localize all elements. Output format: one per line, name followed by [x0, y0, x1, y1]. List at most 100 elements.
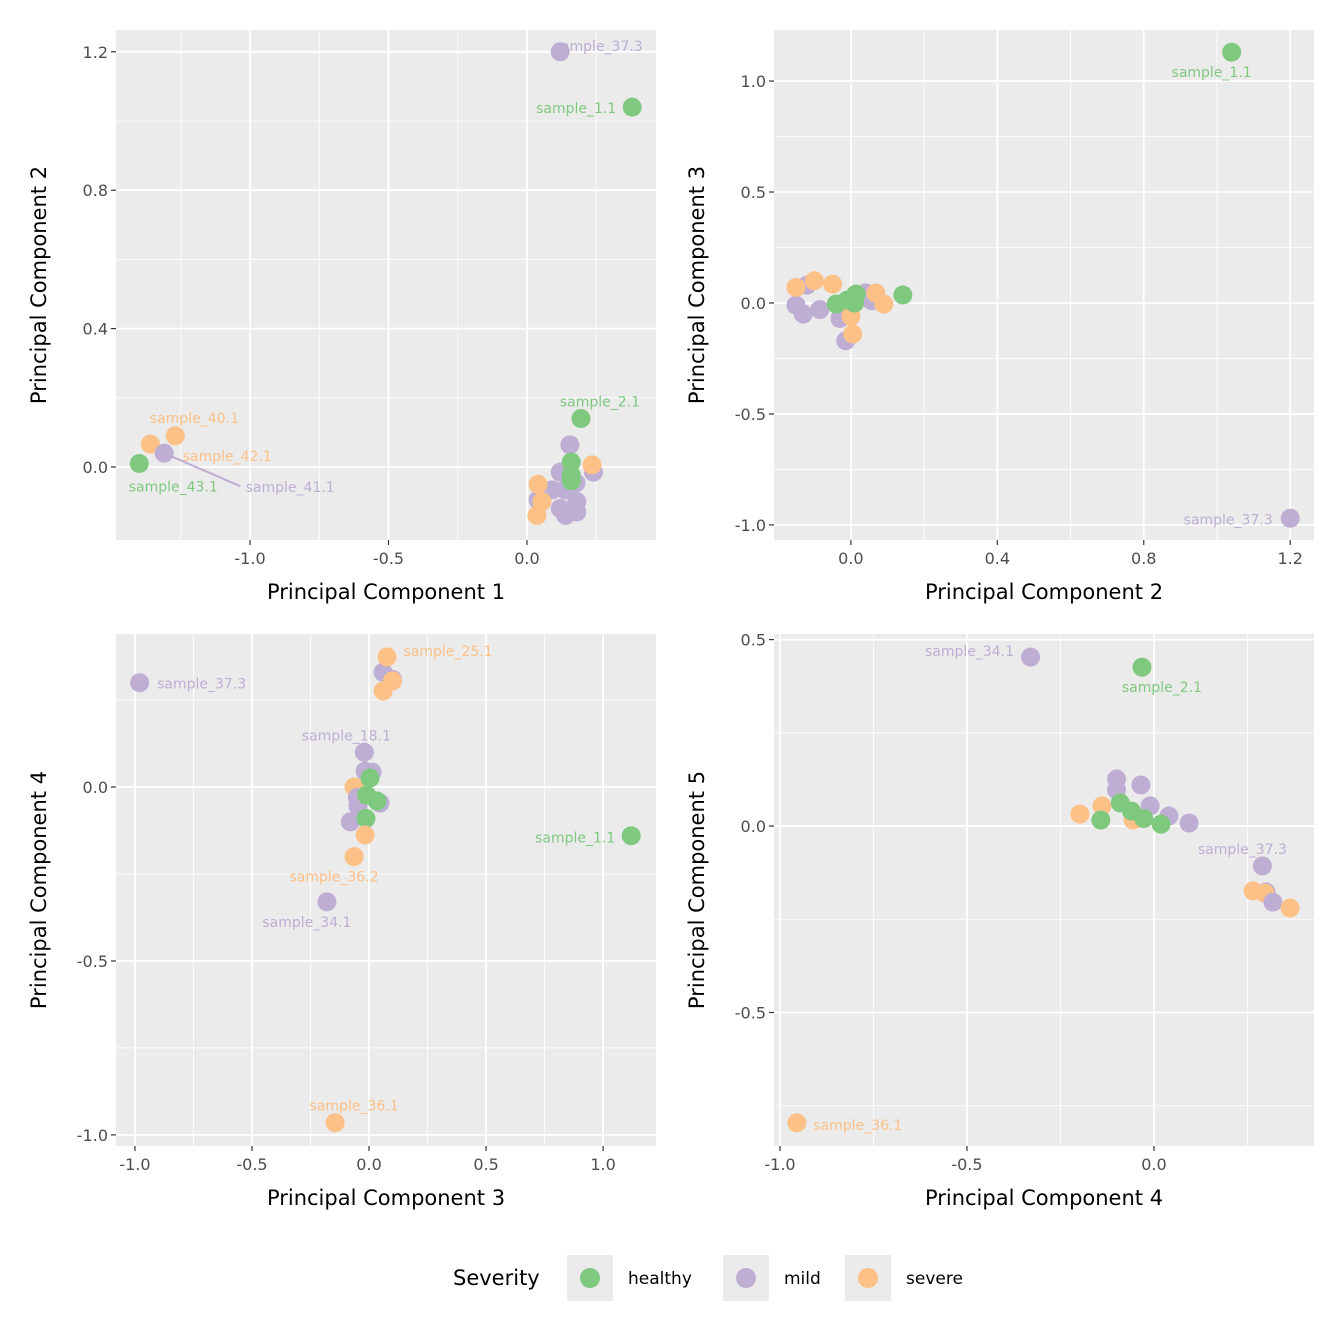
- panel-2: 0.0 0.4 0.8 1.2 -1.0 -0.5 0.0 0.5 1.0 Principal C…: [685, 30, 1314, 604]
- point-label: sample_43.1: [129, 480, 218, 496]
- point-healthy: [622, 97, 642, 117]
- point-label: sample_1.1: [535, 831, 615, 847]
- y-axis-title: Principal Component 5: [685, 771, 709, 1009]
- panel-background: [116, 634, 656, 1146]
- point-label: sample_34.1: [925, 644, 1014, 660]
- point-severe: [582, 455, 602, 475]
- point-mild: [1280, 508, 1300, 528]
- point-healthy: [1132, 657, 1152, 677]
- point-severe: [140, 434, 160, 454]
- y-axis-title: Principal Component 3: [685, 166, 709, 404]
- point-severe: [373, 681, 393, 701]
- point-label: sample_36.1: [310, 1099, 399, 1115]
- point-severe: [786, 277, 806, 297]
- point-healthy: [561, 471, 581, 491]
- point-healthy: [356, 808, 376, 828]
- point-mild: [810, 300, 830, 320]
- x-tick-label: -0.5: [951, 1155, 982, 1174]
- point-label: sample_42.1: [183, 449, 272, 465]
- x-tick-label: -0.5: [373, 549, 404, 568]
- y-tick-label: -0.5: [735, 405, 766, 424]
- point-label: sample_37.3: [1184, 512, 1273, 528]
- point-mild: [550, 42, 570, 62]
- point-label: sample_18.1: [302, 728, 391, 744]
- point-healthy: [367, 791, 387, 811]
- y-tick-label: 0.8: [83, 181, 108, 200]
- point-mild: [1263, 892, 1283, 912]
- label-leader-line: [163, 452, 241, 488]
- x-tick-label: 0.0: [1141, 1155, 1166, 1174]
- y-tick-label: 0.0: [83, 458, 108, 477]
- point-severe: [355, 825, 375, 845]
- point-healthy: [1222, 42, 1242, 62]
- point-severe: [823, 274, 843, 294]
- point-mild: [1252, 856, 1272, 876]
- point-label: sample_37.3: [157, 677, 246, 693]
- y-tick-label: 1.2: [83, 43, 108, 62]
- point-label: sample_37.3: [1198, 842, 1287, 858]
- y-tick-label: 0.5: [741, 631, 766, 650]
- legend-key-mild: [736, 1268, 756, 1288]
- legend-label-mild: mild: [784, 1269, 821, 1289]
- x-tick-label: 1.0: [590, 1155, 615, 1174]
- point-mild: [1179, 813, 1199, 833]
- point-label: sample_1.1: [536, 101, 616, 117]
- legend-label-healthy: healthy: [628, 1269, 692, 1289]
- panel-1: -1.0 -0.5 0.0 0.0 0.4 0.8 1.2 Principal Compone…: [27, 30, 656, 604]
- point-label: sample_2.1: [560, 395, 640, 411]
- point-severe: [1280, 898, 1300, 918]
- y-tick-label: -1.0: [735, 516, 766, 535]
- point-severe: [377, 647, 397, 667]
- point-mild: [793, 304, 813, 324]
- point-label: sample_36.2: [290, 870, 379, 886]
- x-tick-label: 0.0: [514, 549, 539, 568]
- point-healthy: [1151, 814, 1171, 834]
- point-label: sample_41.1: [246, 480, 335, 496]
- y-tick-label: -0.5: [735, 1003, 766, 1022]
- x-axis-title: Principal Component 2: [925, 580, 1163, 604]
- point-mild: [556, 505, 576, 525]
- point-healthy: [571, 409, 591, 429]
- panel-4: -1.0 -0.5 0.0 -0.5 0.0 0.5 Principal Component…: [685, 631, 1314, 1210]
- x-tick-label: -1.0: [234, 549, 265, 568]
- y-tick-label: 0.0: [741, 817, 766, 836]
- legend-title: Severity: [453, 1266, 540, 1290]
- panel-3: -1.0 -0.5 0.0 0.5 1.0 -1.0 -0.5 0.0 Principal Co…: [27, 634, 656, 1210]
- point-healthy: [1091, 810, 1111, 830]
- point-severe: [843, 324, 863, 344]
- point-severe: [787, 1113, 807, 1133]
- y-tick-label: 0.4: [83, 320, 108, 339]
- legend: Severity healthy mild severe: [453, 1255, 963, 1301]
- point-label: sample_34.1: [262, 915, 351, 931]
- x-tick-label: 0.0: [838, 549, 863, 568]
- x-tick-label: 0.4: [985, 549, 1010, 568]
- x-tick-label: -1.0: [119, 1155, 150, 1174]
- point-mild: [354, 742, 374, 762]
- x-axis-title: Principal Component 1: [267, 580, 505, 604]
- point-mild: [340, 812, 360, 832]
- point-severe: [344, 847, 364, 867]
- legend-key-severe: [858, 1268, 878, 1288]
- point-label: sample_25.1: [404, 644, 493, 660]
- x-axis-title: Principal Component 3: [267, 1186, 505, 1210]
- x-tick-label: 0.0: [356, 1155, 381, 1174]
- panel-background: [774, 634, 1314, 1146]
- point-severe: [874, 294, 894, 314]
- x-tick-label: 0.5: [473, 1155, 498, 1174]
- point-label: sample_40.1: [150, 411, 239, 427]
- point-severe: [804, 271, 824, 291]
- point-healthy: [1134, 809, 1154, 829]
- y-tick-label: 0.0: [83, 778, 108, 797]
- y-tick-label: 0.0: [741, 294, 766, 313]
- x-tick-label: 0.8: [1131, 549, 1156, 568]
- y-axis-title: Principal Component 2: [27, 166, 51, 404]
- point-healthy: [129, 454, 149, 474]
- legend-label-severe: severe: [906, 1269, 963, 1289]
- point-mild: [154, 443, 174, 463]
- y-axis-title: Principal Component 4: [27, 771, 51, 1009]
- point-healthy: [621, 826, 641, 846]
- point-severe: [1070, 804, 1090, 824]
- y-tick-label: -1.0: [77, 1126, 108, 1145]
- point-mild: [560, 435, 580, 455]
- x-tick-label: -0.5: [236, 1155, 267, 1174]
